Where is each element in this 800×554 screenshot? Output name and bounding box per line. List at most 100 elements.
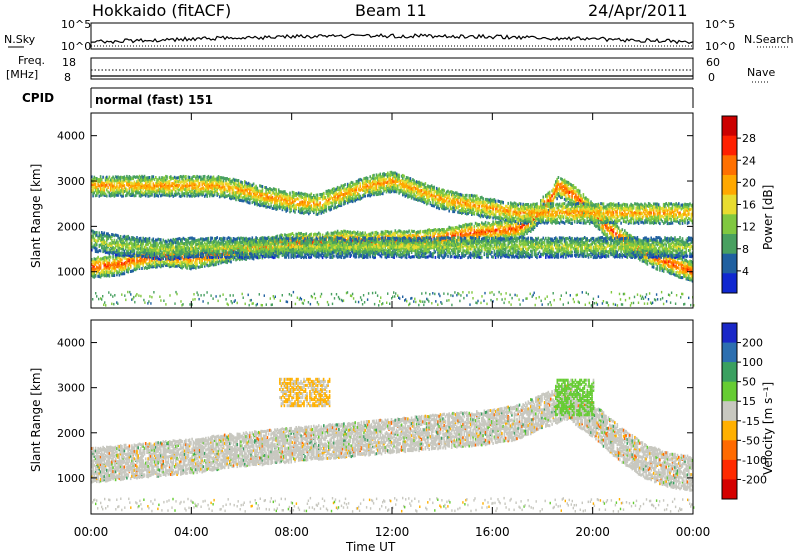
echo-cell xyxy=(200,263,202,267)
nave-label: Nave xyxy=(747,66,775,79)
echo-cell xyxy=(363,233,365,237)
echo-cell xyxy=(254,245,256,249)
echo-cell xyxy=(99,175,102,179)
echo-cell xyxy=(111,263,113,267)
echo-cell xyxy=(394,247,397,251)
echo-cell xyxy=(121,265,123,269)
echo-cell xyxy=(360,233,363,237)
echo-cell xyxy=(103,258,106,262)
echo-cell xyxy=(328,232,330,236)
echo-cell xyxy=(157,260,160,264)
echo-cell xyxy=(385,230,388,234)
echo-cell xyxy=(134,264,137,268)
echo-cell xyxy=(149,261,152,265)
echo-cell xyxy=(191,264,193,268)
echo-cell xyxy=(106,264,108,268)
echo-cell xyxy=(390,230,393,234)
echo-cell xyxy=(223,259,226,263)
echo-cell xyxy=(118,258,121,262)
echo-cell xyxy=(262,236,265,240)
echo-cell xyxy=(241,257,244,261)
echo-cell xyxy=(98,268,101,272)
echo-cell xyxy=(104,255,107,259)
echo-cell xyxy=(113,261,116,265)
echo-cell xyxy=(97,255,99,259)
echo-cell xyxy=(270,240,272,244)
echo-cell xyxy=(97,266,99,270)
echo-cell xyxy=(205,256,207,260)
echo-cell xyxy=(148,266,151,270)
echo-cell xyxy=(225,258,227,262)
echo-cell xyxy=(210,245,212,249)
echo-cell xyxy=(112,254,114,258)
echo-cell xyxy=(398,229,400,233)
echo-cell xyxy=(166,246,168,250)
echo-cell xyxy=(136,267,138,271)
echo-cell xyxy=(92,264,94,268)
echo-cell xyxy=(400,230,403,234)
echo-cell xyxy=(207,258,210,262)
echo-cell xyxy=(175,256,177,260)
echo-cell xyxy=(266,251,269,255)
echo-cell xyxy=(97,261,99,265)
echo-cell xyxy=(116,263,118,267)
echo-cell xyxy=(172,264,175,268)
echo-cell xyxy=(123,256,126,260)
echo-cell xyxy=(107,271,109,274)
cpid-mode: normal (fast) 151 xyxy=(95,93,213,107)
echo-cell xyxy=(177,264,180,267)
echo-cell xyxy=(245,258,247,261)
echo-cell xyxy=(132,250,134,254)
echo-cell xyxy=(162,263,165,267)
echo-cell xyxy=(341,230,344,234)
echo-cell xyxy=(155,260,157,264)
echo-cell xyxy=(178,261,181,265)
echo-cell xyxy=(166,259,168,263)
echo-cell xyxy=(93,259,96,263)
echo-cell xyxy=(153,261,156,265)
echo-cell xyxy=(112,272,114,276)
echo-cell xyxy=(160,246,162,250)
echo-cell xyxy=(170,261,172,265)
freq-label: Freq. xyxy=(18,54,45,67)
echo-cell xyxy=(346,233,349,237)
echo-cell xyxy=(377,231,379,235)
echo-cell xyxy=(205,262,207,266)
echo-cell xyxy=(166,256,168,260)
echo-cell xyxy=(289,237,291,241)
echo-cell xyxy=(280,240,282,244)
echo-cell xyxy=(217,262,220,266)
echo-cell xyxy=(98,266,101,270)
echo-cell xyxy=(111,273,113,277)
echo-cell xyxy=(175,264,177,268)
echo-cell xyxy=(121,270,123,274)
echo-cell xyxy=(250,192,252,196)
echo-cell xyxy=(678,266,680,270)
echo-cell xyxy=(290,232,292,236)
echo-cell xyxy=(350,234,353,238)
echo-cell xyxy=(124,265,127,269)
echo-cell xyxy=(106,258,108,262)
echo-cell xyxy=(201,259,203,263)
echo-cell xyxy=(190,265,192,269)
echo-cell xyxy=(211,250,213,254)
echo-cell xyxy=(98,272,101,276)
echo-cell xyxy=(118,262,121,266)
echo-cell xyxy=(146,257,148,261)
echo-cell xyxy=(155,265,157,269)
echo-cell xyxy=(247,252,250,256)
echo-cell xyxy=(166,254,168,258)
echo-cell xyxy=(287,243,290,247)
echo-cell xyxy=(196,264,198,268)
echo-cell xyxy=(108,254,111,258)
echo-cell xyxy=(93,271,96,275)
echo-cell xyxy=(118,268,121,272)
echo-cell xyxy=(129,261,132,265)
echo-cell xyxy=(141,267,143,270)
echo-cell xyxy=(203,174,206,178)
power-echo-data xyxy=(91,170,695,307)
echo-cell xyxy=(223,191,226,195)
echo-cell xyxy=(112,274,114,277)
echo-cell xyxy=(193,261,196,265)
